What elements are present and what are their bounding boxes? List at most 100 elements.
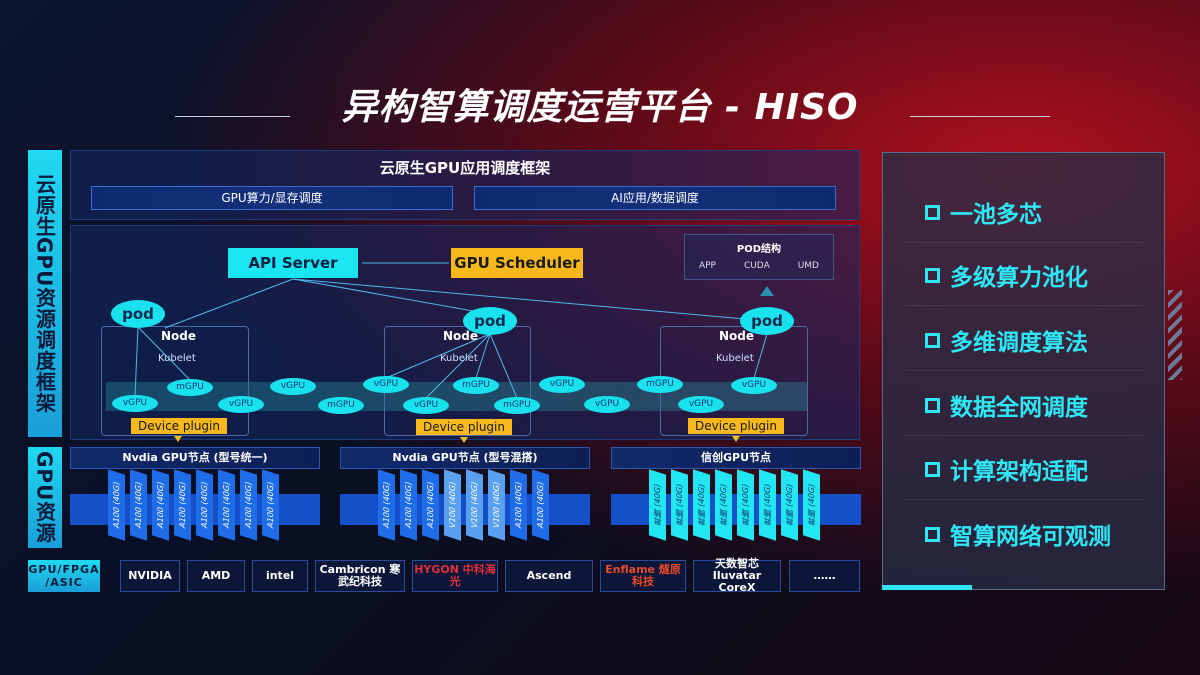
vendor-logo: AMD bbox=[187, 560, 245, 592]
gpu-chip: A100 (40G) bbox=[400, 469, 417, 541]
gpu-ellipse: vGPU bbox=[539, 376, 585, 393]
gpu-chip-label: 昇腾 (40G) bbox=[807, 482, 816, 528]
gpu-chip-label: A100 (40G) bbox=[156, 480, 165, 530]
resources-side-label: GPU资源 bbox=[28, 447, 62, 548]
gpu-ellipse: vGPU bbox=[270, 378, 316, 395]
gpu-chip-label: 昇腾 (40G) bbox=[785, 482, 794, 528]
gpu-node-header: Nvdia GPU节点 (型号混搭) bbox=[340, 447, 590, 469]
divider bbox=[905, 499, 1145, 500]
gpu-ellipse: vGPU bbox=[584, 396, 630, 413]
gpu-chip-label: 昇腾 (40G) bbox=[675, 482, 684, 528]
gpu-chip-label: A100 (40G) bbox=[244, 480, 253, 530]
feature-label: 多维调度算法 bbox=[950, 330, 1088, 356]
gpu-chip-label: 昇腾 (40G) bbox=[653, 482, 662, 528]
framework-panel: 云原生GPU应用调度框架 GPU算力/显存调度 AI应用/数据调度 bbox=[70, 150, 860, 220]
gpu-ellipse: mGPU bbox=[167, 379, 213, 396]
api-server-box: API Server bbox=[228, 248, 358, 278]
gpu-compute-bar: GPU算力/显存调度 bbox=[91, 186, 453, 210]
gpu-chip-label: A100 (40G) bbox=[200, 480, 209, 530]
framework-title: 云原生GPU应用调度框架 bbox=[379, 159, 551, 177]
gpu-chip-label: A100 (40G) bbox=[426, 480, 435, 530]
gpu-chip-label: A100 (40G) bbox=[404, 480, 413, 530]
gpu-chip: A100 (40G) bbox=[240, 469, 257, 541]
gpu-chip-label: A100 (40G) bbox=[112, 480, 121, 530]
checkbox-icon bbox=[925, 332, 940, 348]
gpu-chip: A100 (40G) bbox=[378, 469, 395, 541]
gpu-chip: V100 (40G) bbox=[444, 469, 461, 541]
gpu-chip: A100 (40G) bbox=[532, 469, 549, 541]
kubelet-label: Kubelet bbox=[158, 353, 196, 364]
gpu-chip-label: A100 (40G) bbox=[222, 480, 231, 530]
vendor-label: GPU/FPGA /ASIC bbox=[28, 560, 100, 592]
feature-item: 数据全网调度 bbox=[925, 388, 1088, 422]
ai-data-bar: AI应用/数据调度 bbox=[474, 186, 836, 210]
divider bbox=[905, 305, 1145, 306]
gpu-chip: A100 (40G) bbox=[130, 469, 147, 541]
feature-label: 智算网络可观测 bbox=[950, 524, 1111, 550]
pod: pod bbox=[740, 307, 794, 335]
pod-structure-item: APP bbox=[698, 261, 716, 271]
gpu-chip: A100 (40G) bbox=[510, 469, 527, 541]
device-plugin: Device plugin bbox=[416, 419, 512, 435]
gpu-ellipse: vGPU bbox=[363, 376, 409, 393]
gpu-ellipse: vGPU bbox=[218, 396, 264, 413]
pod-structure-box: POD结构 APP CUDA UMD bbox=[684, 234, 834, 280]
gpu-chip-label: A100 (40G) bbox=[266, 480, 275, 530]
gpu-chip-label: 昇腾 (40G) bbox=[763, 482, 772, 528]
gpu-chip-label: 昇腾 (40G) bbox=[697, 482, 706, 528]
kubelet-label: Kubelet bbox=[440, 353, 478, 364]
vendor-logo: Ascend bbox=[505, 560, 593, 592]
feature-label: 一池多芯 bbox=[950, 202, 1042, 228]
features-panel bbox=[882, 152, 1165, 590]
gpu-chip: A100 (40G) bbox=[422, 469, 439, 541]
vendor-logo: 天数智芯 Iluvatar CoreX bbox=[693, 558, 781, 594]
gpu-chip: A100 (40G) bbox=[218, 469, 235, 541]
checkbox-icon bbox=[925, 267, 940, 283]
vendor-logo: Cambricon 寒武纪科技 bbox=[315, 560, 405, 592]
gpu-chip-label: 昇腾 (40G) bbox=[741, 482, 750, 528]
vendor-logo: NVIDIA bbox=[120, 560, 180, 592]
node-label: Node bbox=[443, 329, 479, 343]
gpu-node-header: Nvdia GPU节点 (型号统一) bbox=[70, 447, 320, 469]
gpu-chip-label: A100 (40G) bbox=[536, 480, 545, 530]
gpu-chip: V100 (40G) bbox=[488, 469, 505, 541]
page-title: 异构智算调度运营平台 - HISO bbox=[341, 87, 859, 128]
gpu-ellipse: vGPU bbox=[112, 395, 158, 412]
framework-side-label: 云原生GPU资源调度框架 bbox=[28, 150, 62, 437]
gpu-ellipse: mGPU bbox=[637, 376, 683, 393]
gpu-chip: 昇腾 (40G) bbox=[671, 469, 688, 541]
gpu-chip: 昇腾 (40G) bbox=[781, 469, 798, 541]
pod-structure-item: CUDA bbox=[743, 261, 770, 271]
pod-structure-item: UMD bbox=[797, 261, 819, 271]
pod: pod bbox=[463, 307, 517, 335]
gpu-ellipse: vGPU bbox=[403, 397, 449, 414]
gpu-chip: 昇腾 (40G) bbox=[803, 469, 820, 541]
gpu-ellipse: vGPU bbox=[731, 377, 777, 394]
divider bbox=[905, 435, 1145, 436]
gpu-chip: A100 (40G) bbox=[108, 469, 125, 541]
checkbox-icon bbox=[925, 526, 940, 542]
gpu-chip-label: A100 (40G) bbox=[178, 480, 187, 530]
gpu-chip: A100 (40G) bbox=[196, 469, 213, 541]
gpu-chip: A100 (40G) bbox=[262, 469, 279, 541]
gpu-ellipse: vGPU bbox=[678, 396, 724, 413]
vendor-logo: intel bbox=[252, 560, 308, 592]
divider bbox=[905, 242, 1145, 243]
feature-label: 计算架构适配 bbox=[950, 459, 1088, 485]
kubelet-label: Kubelet bbox=[716, 353, 754, 364]
divider bbox=[905, 370, 1145, 371]
feature-item: 多级算力池化 bbox=[925, 258, 1088, 292]
gpu-chip-label: A100 (40G) bbox=[514, 480, 523, 530]
gpu-chip: A100 (40G) bbox=[152, 469, 169, 541]
vendor-logo: …… bbox=[789, 560, 860, 592]
gpu-chip-label: V100 (40G) bbox=[492, 480, 501, 530]
device-plugin: Device plugin bbox=[131, 418, 227, 434]
gpu-chip: 昇腾 (40G) bbox=[737, 469, 754, 541]
gpu-chip-label: A100 (40G) bbox=[382, 480, 391, 530]
feature-item: 多维调度算法 bbox=[925, 323, 1088, 357]
panel-accent bbox=[882, 585, 972, 590]
decorative-stripes bbox=[1168, 290, 1182, 380]
gpu-chip-label: V100 (40G) bbox=[470, 480, 479, 530]
gpu-chip: A100 (40G) bbox=[174, 469, 191, 541]
title-line-right bbox=[910, 116, 1050, 117]
